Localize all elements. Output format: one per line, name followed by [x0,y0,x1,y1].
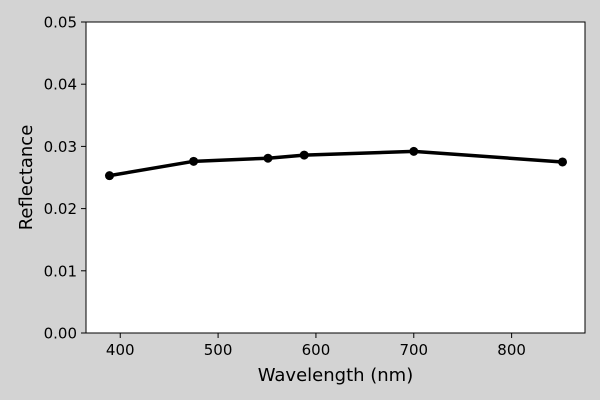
y-tick-label: 0.00 [44,325,77,343]
data-point [104,171,114,181]
y-tick-label: 0.01 [44,262,77,280]
y-tick-label: 0.04 [44,76,77,94]
x-tick-label: 700 [399,341,428,359]
data-point [263,153,273,163]
series-line [107,149,565,178]
x-axis-label: Wavelength (nm) [258,365,414,386]
x-tick-label: 500 [204,341,233,359]
x-tick-label: 600 [302,341,331,359]
plot-area-frame [85,21,586,334]
series-layer [104,146,567,181]
plot-area-background [86,22,585,333]
y-axis-label: Reflectance [16,125,37,231]
data-point [299,150,309,160]
data-point [557,157,567,167]
x-tick-label: 800 [497,341,526,359]
y-tick-label: 0.02 [44,200,77,218]
x-tick-label: 400 [106,341,135,359]
y-tick-label: 0.03 [44,138,77,156]
data-point [409,146,419,156]
data-point [189,156,199,166]
y-tick-label: 0.05 [44,14,77,32]
y-axis-ticks: 0.00 0.01 0.02 0.03 0.04 0.05 [44,14,86,343]
x-axis-ticks: 400 500 600 700 800 [106,333,526,359]
